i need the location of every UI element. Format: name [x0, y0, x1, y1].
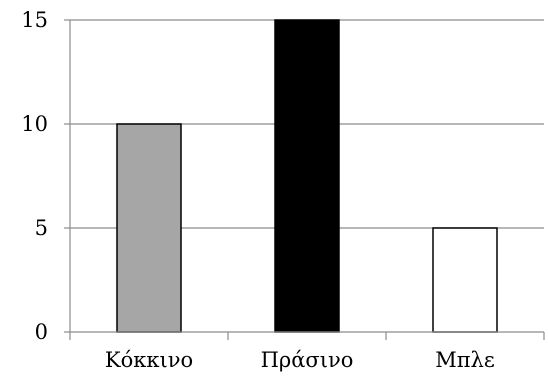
bars — [116, 19, 498, 333]
x-tick-label-3: Μπλε — [435, 348, 495, 372]
bar-3 — [432, 227, 498, 333]
axes — [64, 19, 545, 340]
y-tick-label-15: 15 — [21, 8, 48, 32]
x-tick-label-2: Πράσινο — [261, 348, 354, 372]
y-tick-label-0: 0 — [35, 320, 48, 344]
bar-1 — [116, 123, 182, 333]
y-tick-label-5: 5 — [35, 216, 48, 240]
x-tick-labels: Κόκκινο Πράσινο Μπλε — [105, 348, 495, 372]
x-tick-label-1: Κόκκινο — [105, 348, 193, 372]
y-tick-label-10: 10 — [21, 112, 48, 136]
y-tick-labels: 0 5 10 15 — [21, 8, 48, 344]
bar-2 — [274, 19, 340, 333]
